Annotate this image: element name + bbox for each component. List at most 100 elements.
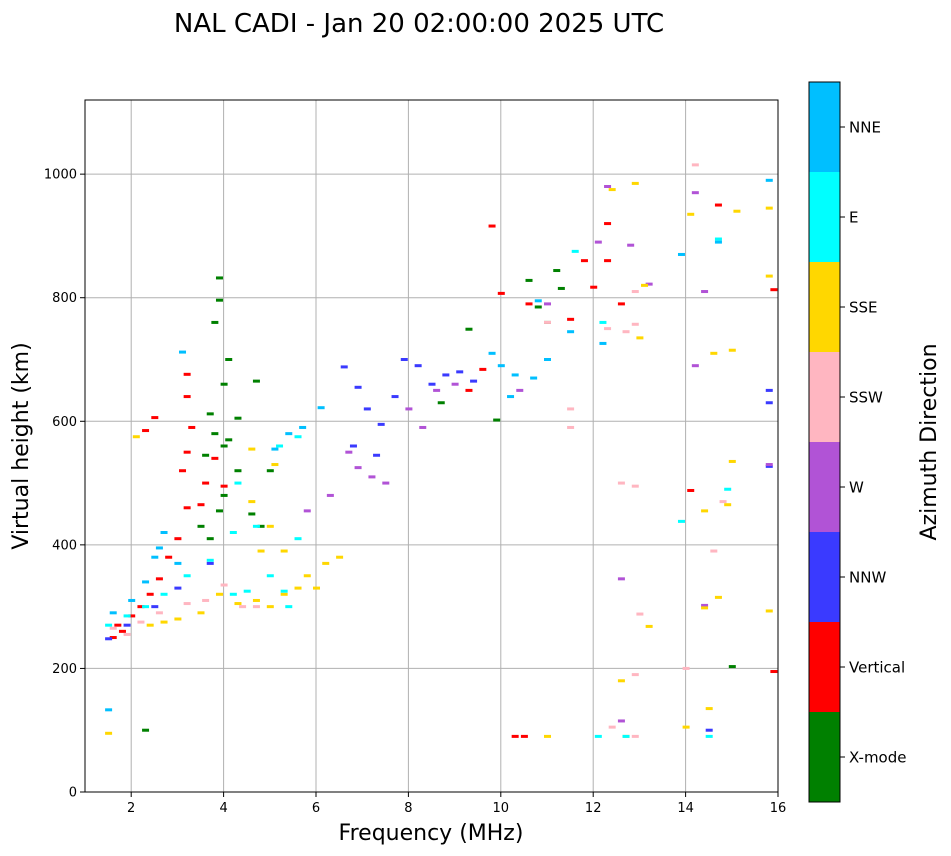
data-point (631, 734, 639, 738)
data-point (105, 731, 113, 735)
data-point (155, 611, 163, 615)
y-tick-label: 200 (52, 662, 77, 677)
data-point (677, 519, 685, 523)
data-point (377, 422, 385, 426)
data-point (714, 237, 722, 241)
data-point (544, 302, 551, 306)
colorbar-frame (808, 81, 841, 803)
data-point (765, 274, 773, 278)
data-point (280, 549, 288, 553)
data-point (271, 463, 279, 467)
data-point (252, 524, 260, 528)
colorbar-segment (809, 352, 840, 442)
series-x-mode (142, 269, 736, 732)
data-point (590, 285, 598, 289)
data-point (109, 626, 117, 630)
series-vertical (109, 203, 778, 738)
x-tick-label: 4 (219, 801, 227, 816)
data-point (604, 222, 612, 226)
colorbar-segment (809, 622, 840, 712)
data-point (132, 435, 140, 439)
data-point (604, 327, 612, 331)
data-point (349, 444, 357, 448)
y-tick-label: 600 (52, 415, 77, 430)
data-point (118, 629, 126, 633)
grid-lines (85, 100, 779, 793)
data-point (280, 589, 288, 593)
series-w (303, 185, 773, 723)
colorbar-tick-label: X-mode (849, 749, 906, 767)
x-tick-label: 14 (677, 801, 694, 816)
colorbar: X-mode Vertical NNW W SSW SSE E NNE (808, 81, 906, 803)
data-point (285, 432, 293, 436)
data-point (617, 481, 625, 485)
data-point (183, 395, 191, 399)
data-point (252, 379, 260, 383)
data-point (234, 416, 242, 420)
x-axis-label: Frequency (MHz) (339, 821, 524, 846)
data-point (294, 435, 302, 439)
data-point (631, 181, 639, 185)
series-nne (105, 178, 773, 712)
plot-area (84, 99, 779, 793)
data-point (451, 382, 459, 386)
data-point (160, 531, 168, 534)
data-point (465, 327, 473, 331)
data-point (303, 574, 311, 578)
data-point (701, 606, 709, 610)
data-point (211, 432, 219, 436)
data-point (567, 425, 575, 429)
data-point (336, 555, 344, 559)
data-point (137, 620, 145, 624)
data-point (391, 395, 399, 399)
data-point (225, 438, 233, 442)
data-point (257, 524, 265, 528)
data-point (183, 602, 191, 606)
data-point (525, 302, 533, 306)
data-point (252, 605, 260, 609)
colorbar-tick-label: E (849, 209, 858, 227)
data-point (645, 624, 653, 628)
data-point (234, 602, 242, 606)
data-point (128, 598, 136, 602)
data-point (165, 555, 173, 559)
data-point (419, 425, 427, 429)
data-point (345, 450, 353, 454)
data-point (123, 632, 131, 636)
data-point (215, 298, 223, 302)
data-point (497, 291, 505, 295)
data-point (202, 453, 210, 457)
data-point (682, 725, 690, 729)
data-point (553, 269, 561, 273)
data-point (617, 719, 625, 723)
data-point (691, 364, 699, 368)
data-point (631, 673, 639, 677)
data-point (710, 351, 718, 355)
data-point (266, 524, 274, 528)
data-point (705, 707, 713, 711)
data-point (142, 580, 150, 584)
data-point (641, 283, 649, 287)
data-point (507, 395, 515, 399)
data-point (604, 259, 612, 263)
data-point (765, 463, 773, 467)
data-point (400, 358, 408, 361)
colorbar-segment (809, 82, 840, 172)
data-point (765, 178, 773, 182)
data-point (160, 620, 168, 624)
data-point (488, 351, 496, 355)
data-point (765, 206, 773, 210)
data-point (285, 605, 293, 609)
data-point (511, 373, 519, 377)
data-point (206, 558, 214, 562)
data-point (493, 418, 501, 422)
data-point (252, 598, 260, 602)
data-point (146, 623, 154, 627)
data-point (229, 592, 237, 596)
data-point (183, 450, 191, 454)
data-point (456, 370, 464, 374)
x-tick-label: 10 (493, 801, 510, 816)
data-point (363, 407, 371, 411)
data-point (733, 209, 741, 213)
data-point (220, 444, 228, 448)
